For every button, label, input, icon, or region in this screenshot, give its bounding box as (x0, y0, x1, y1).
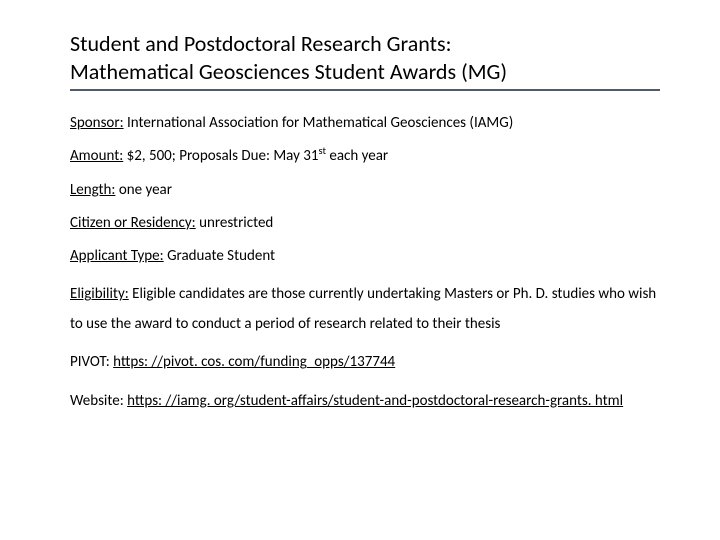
pivot-link[interactable]: https: //pivot. cos. com/funding_opps/13… (113, 353, 395, 371)
slide: Student and Postdoctoral Research Grants… (0, 0, 720, 459)
eligibility-label: Eligibility: (70, 285, 129, 303)
amount-label: Amount: (70, 147, 123, 165)
residency-label: Citizen or Residency: (70, 214, 196, 232)
applicant-line: Applicant Type: Graduate Student (70, 246, 660, 266)
title-block: Student and Postdoctoral Research Grants… (70, 30, 660, 91)
applicant-value: Graduate Student (167, 247, 275, 265)
residency-line: Citizen or Residency: unrestricted (70, 213, 660, 233)
website-link[interactable]: https: //iamg. org/student-affairs/stude… (127, 392, 623, 410)
amount-sup: st (318, 144, 326, 157)
pivot-line: PIVOT: https: //pivot. cos. com/funding_… (70, 352, 660, 372)
eligibility-value: Eligible candidates are those currently … (70, 285, 656, 333)
length-line: Length: one year (70, 180, 660, 200)
amount-line: Amount: $2, 500; Proposals Due: May 31st… (70, 146, 660, 166)
length-value: one year (119, 181, 172, 199)
applicant-label: Applicant Type: (70, 247, 164, 265)
website-line: Website: https: //iamg. org/student-affa… (70, 386, 660, 416)
length-label: Length: (70, 181, 115, 199)
sponsor-label: Sponsor: (70, 114, 124, 132)
title-line-2: Mathematical Geosciences Student Awards … (70, 58, 660, 86)
amount-value-post: each year (326, 147, 388, 165)
title-line-1: Student and Postdoctoral Research Grants… (70, 30, 660, 58)
eligibility-line: Eligibility: Eligible candidates are tho… (70, 279, 660, 339)
residency-value: unrestricted (199, 214, 273, 232)
pivot-label: PIVOT: (70, 353, 110, 371)
sponsor-value: International Association for Mathematic… (127, 114, 513, 132)
amount-value-pre: $2, 500; Proposals Due: May 31 (127, 147, 319, 165)
sponsor-line: Sponsor: International Association for M… (70, 113, 660, 133)
website-label: Website: (70, 392, 124, 410)
